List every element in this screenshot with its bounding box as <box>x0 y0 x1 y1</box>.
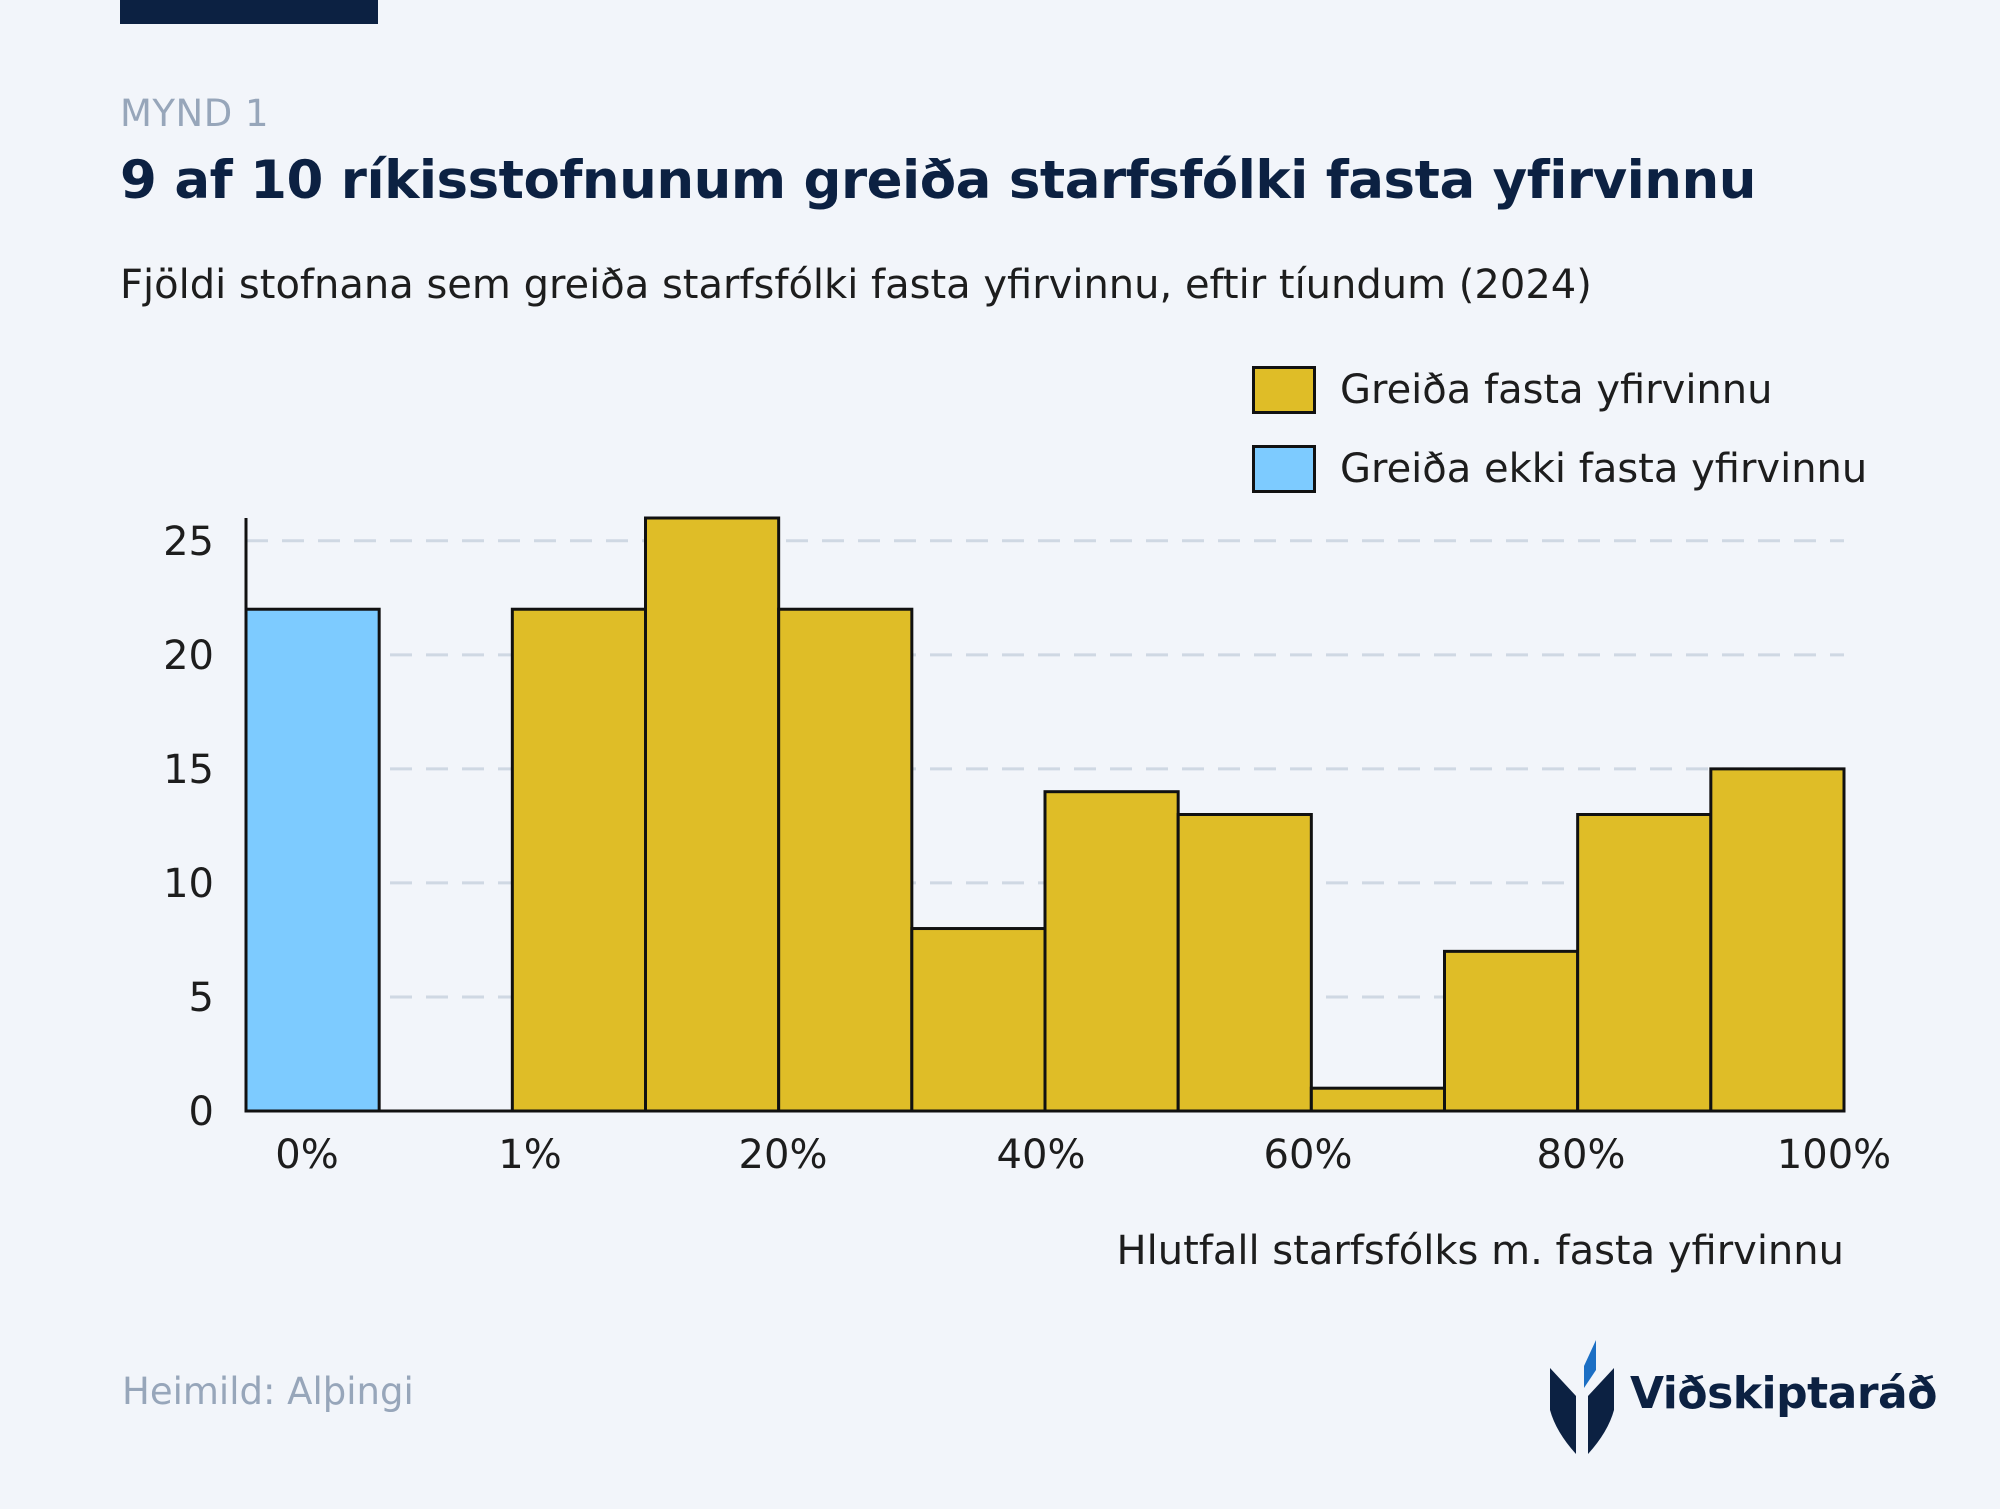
legend-swatch-pays <box>1252 366 1316 414</box>
logo-leaf-right-icon <box>1588 1368 1614 1454</box>
y-tick-label-15: 15 <box>163 747 214 793</box>
x-tick-label-4: 60% <box>1264 1132 1353 1178</box>
bar-6 <box>1043 790 1180 1113</box>
source-note: Heimild: Alþingi <box>122 1370 414 1413</box>
axes <box>244 518 1844 1113</box>
legend-item-not-pays: Greiða ekki fasta yfirvinnu <box>1252 445 1867 493</box>
x-tick-label-0: 0% <box>275 1132 338 1178</box>
x-tick-labels: 0% 1% 20% 40% 60% 80% 100% <box>275 1132 1891 1178</box>
logo-wordmark: Viðskiptaráð <box>1630 1368 1937 1419</box>
x-tick-label-3: 40% <box>997 1132 1086 1178</box>
bar-11 <box>1709 767 1846 1113</box>
logo-mark <box>1550 1340 1614 1454</box>
chart-subtitle: Fjöldi stofnana sem greiða starfsfólki f… <box>120 262 1592 308</box>
x-tick-label-6: 100% <box>1777 1132 1891 1178</box>
bar-5 <box>910 927 1047 1113</box>
legend-swatch-not-pays <box>1252 445 1316 493</box>
bar-10 <box>1576 813 1713 1113</box>
figure-kicker: MYND 1 <box>120 92 269 135</box>
legend-label-pays: Greiða fasta yfirvinnu <box>1340 367 1773 413</box>
x-axis-title: Hlutfall starfsfólks m. fasta yfirvinnu <box>1117 1228 1844 1274</box>
y-tick-label-0: 0 <box>189 1089 214 1135</box>
legend-item-pays: Greiða fasta yfirvinnu <box>1252 366 1772 414</box>
bar-8 <box>1309 1086 1447 1113</box>
x-tick-label-5: 80% <box>1537 1132 1626 1178</box>
x-tick-label-2: 20% <box>739 1132 828 1178</box>
bar-2 <box>510 607 647 1113</box>
bar-9 <box>1443 949 1580 1113</box>
x-tick-label-1: 1% <box>498 1132 561 1178</box>
bar-4 <box>777 607 914 1113</box>
bar-7 <box>1176 813 1313 1113</box>
y-tick-label-25: 25 <box>163 519 214 565</box>
bar-3 <box>644 516 781 1113</box>
bar-0 <box>244 607 381 1113</box>
histogram-chart: 0 5 10 15 20 25 0% 1% 20% 40% 60% 80% 100% Hlutfall… <box>163 516 1891 1274</box>
y-tick-label-20: 20 <box>163 633 214 679</box>
chart-title: 9 af 10 ríkisstofnunum greiða starfsfólk… <box>120 150 1756 211</box>
y-tick-label-10: 10 <box>163 861 214 907</box>
top-accent-bar <box>120 0 378 24</box>
y-tick-labels: 0 5 10 15 20 25 <box>163 519 214 1135</box>
y-tick-label-5: 5 <box>189 975 214 1021</box>
bars <box>244 516 1846 1113</box>
logo-leaf-left-icon <box>1550 1368 1576 1454</box>
logo-leaf-top-icon <box>1584 1340 1596 1388</box>
legend-label-not-pays: Greiða ekki fasta yfirvinnu <box>1340 446 1868 492</box>
